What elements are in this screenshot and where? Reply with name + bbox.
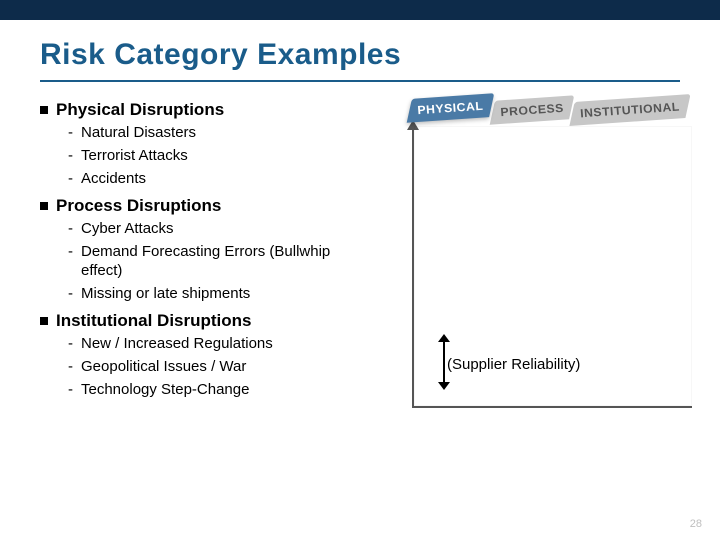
square-bullet-icon: [40, 317, 48, 325]
item-text: Geopolitical Issues / War: [81, 358, 246, 377]
list-item: -Technology Step-Change: [68, 381, 370, 400]
section-heading-physical: Physical Disruptions: [40, 100, 370, 120]
item-text: Cyber Attacks: [81, 220, 174, 239]
title-underline: [40, 80, 680, 82]
list-item: -Natural Disasters: [68, 124, 370, 143]
list-item: -Demand Forecasting Errors (Bullwhip eff…: [68, 243, 370, 281]
figure-caption: (Supplier Reliability): [447, 356, 580, 373]
item-text: Accidents: [81, 170, 146, 189]
tab-process: PROCESS: [489, 95, 574, 124]
list-item: -Cyber Attacks: [68, 220, 370, 239]
top-bar: [0, 0, 720, 20]
section-heading-institutional: Institutional Disruptions: [40, 311, 370, 331]
tab-label: INSTITUTIONAL: [579, 100, 680, 121]
slide-title: Risk Category Examples: [40, 38, 401, 72]
list-item: -Geopolitical Issues / War: [68, 358, 370, 377]
section-heading-process: Process Disruptions: [40, 196, 370, 216]
heading-text: Physical Disruptions: [56, 100, 224, 120]
list-item: -Accidents: [68, 170, 370, 189]
tab-label: PROCESS: [500, 101, 564, 119]
tab-institutional: INSTITUTIONAL: [569, 94, 690, 126]
heading-text: Institutional Disruptions: [56, 311, 252, 331]
square-bullet-icon: [40, 106, 48, 114]
list-item: -Terrorist Attacks: [68, 147, 370, 166]
list-item: -Missing or late shipments: [68, 285, 370, 304]
square-bullet-icon: [40, 202, 48, 210]
page-number: 28: [690, 518, 702, 530]
tab-physical: PHYSICAL: [407, 93, 494, 123]
list-item: -New / Increased Regulations: [68, 335, 370, 354]
figure-tabs: PHYSICAL PROCESS INSTITUTIONAL: [410, 96, 687, 120]
item-text: Demand Forecasting Errors (Bullwhip effe…: [81, 243, 370, 281]
figure-area: PHYSICAL PROCESS INSTITUTIONAL (Supplier…: [382, 96, 700, 456]
item-text: New / Increased Regulations: [81, 335, 273, 354]
heading-text: Process Disruptions: [56, 196, 221, 216]
bullet-content: Physical Disruptions -Natural Disasters …: [40, 92, 370, 404]
item-text: Natural Disasters: [81, 124, 196, 143]
item-text: Missing or late shipments: [81, 285, 250, 304]
tab-label: PHYSICAL: [417, 99, 484, 117]
item-text: Terrorist Attacks: [81, 147, 188, 166]
item-text: Technology Step-Change: [81, 381, 249, 400]
